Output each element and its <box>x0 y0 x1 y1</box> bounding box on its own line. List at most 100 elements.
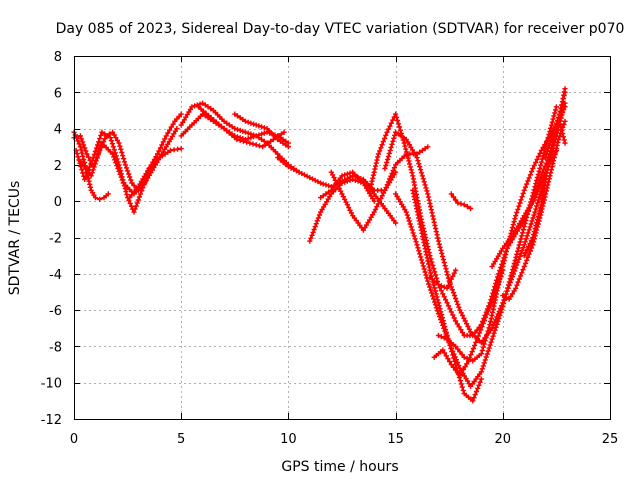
data-point <box>540 144 546 151</box>
data-point <box>512 257 518 263</box>
data-point <box>489 299 495 305</box>
data-point <box>431 266 437 272</box>
data-point <box>339 191 345 197</box>
data-point <box>522 239 528 245</box>
data-point <box>508 273 514 279</box>
data-point <box>506 279 512 285</box>
data-point <box>87 164 93 170</box>
data-point <box>128 203 135 209</box>
data-point <box>139 188 145 194</box>
data-point <box>478 369 484 375</box>
data-point <box>450 352 456 358</box>
data-point <box>512 216 518 222</box>
data-point <box>558 105 564 111</box>
data-point <box>539 159 545 165</box>
data-point <box>395 121 402 127</box>
data-point <box>440 347 446 353</box>
series-arc-17 <box>410 187 484 404</box>
data-point <box>157 145 164 151</box>
data-point <box>248 120 254 126</box>
data-point <box>312 177 318 183</box>
x-tick-label: 20 <box>495 432 512 447</box>
series-arc-8 <box>195 104 287 150</box>
data-point <box>435 297 441 303</box>
data-point <box>134 200 140 206</box>
data-point <box>81 156 87 163</box>
data-point <box>407 221 413 227</box>
data-point <box>132 206 138 212</box>
data-point <box>513 254 519 260</box>
data-point <box>534 177 540 184</box>
data-point <box>557 108 563 114</box>
data-point <box>445 275 451 281</box>
data-point <box>383 132 389 138</box>
data-point <box>335 183 341 189</box>
data-point <box>445 272 451 278</box>
data-point <box>113 160 119 166</box>
data-point <box>395 131 401 137</box>
data-point <box>508 293 514 300</box>
data-point <box>415 158 421 164</box>
data-point <box>528 237 534 244</box>
data-point <box>457 349 463 355</box>
data-point <box>414 242 420 248</box>
data-point <box>98 143 104 149</box>
data-point <box>313 221 319 227</box>
data-point <box>326 189 332 195</box>
data-point <box>75 154 81 160</box>
data-point <box>245 136 251 142</box>
x-tick-label: 25 <box>602 432 619 447</box>
data-point <box>251 134 257 140</box>
data-point <box>515 248 521 254</box>
data-point <box>450 364 457 370</box>
data-point <box>133 186 139 192</box>
data-point <box>450 312 456 318</box>
data-point <box>84 151 90 157</box>
data-point <box>340 194 346 200</box>
plot-frame <box>74 56 611 420</box>
data-point <box>308 235 314 241</box>
data-point <box>438 334 444 340</box>
data-point <box>459 369 465 376</box>
data-point <box>330 172 336 178</box>
data-point <box>382 165 388 172</box>
data-point <box>285 164 291 170</box>
data-point <box>261 138 267 144</box>
data-point <box>519 270 525 276</box>
data-point <box>167 127 173 133</box>
data-point <box>323 182 329 188</box>
data-point <box>522 220 528 227</box>
data-point <box>534 189 540 195</box>
data-point <box>447 306 453 312</box>
data-point <box>418 170 425 176</box>
data-point <box>492 327 498 333</box>
data-point <box>382 135 388 142</box>
data-point <box>519 194 525 200</box>
data-point <box>119 149 125 156</box>
data-point <box>131 189 137 195</box>
data-point <box>407 161 413 167</box>
data-point <box>438 283 444 289</box>
x-tick-label: 5 <box>177 432 185 447</box>
data-point <box>379 142 385 148</box>
data-point <box>533 181 539 187</box>
data-point <box>417 164 423 170</box>
data-point <box>548 136 554 142</box>
data-point <box>76 141 82 147</box>
data-point <box>444 285 450 291</box>
data-point <box>479 366 485 372</box>
data-point <box>407 164 413 170</box>
data-point <box>464 204 470 210</box>
data-point <box>536 194 542 200</box>
data-point <box>531 162 537 169</box>
data-point <box>513 213 519 219</box>
data-point <box>487 302 494 308</box>
data-point <box>498 309 504 315</box>
data-point <box>533 223 539 229</box>
data-point <box>527 224 533 230</box>
data-point <box>405 155 411 161</box>
data-point <box>505 285 511 291</box>
data-point <box>98 132 104 138</box>
data-point <box>531 212 537 218</box>
data-point <box>553 107 559 113</box>
